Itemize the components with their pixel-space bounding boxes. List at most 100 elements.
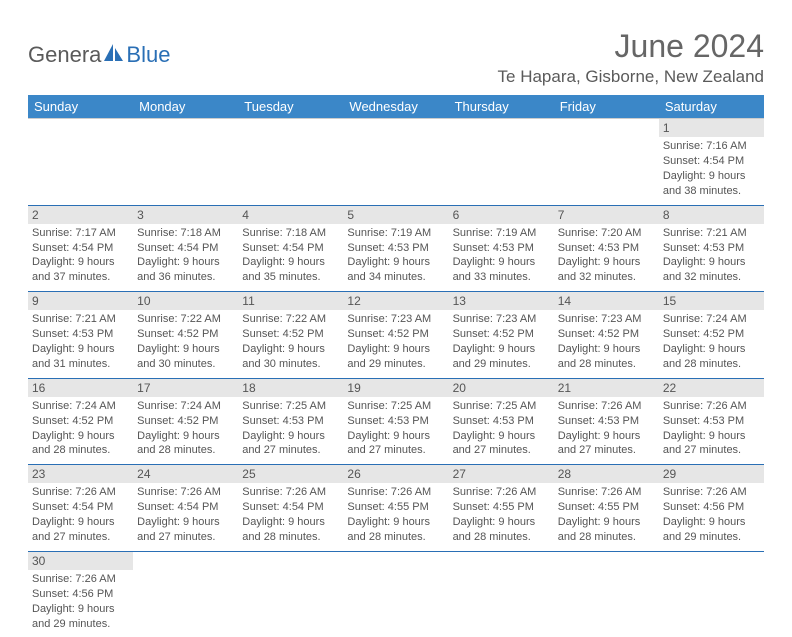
day-number: 12 (343, 292, 448, 310)
day-sunset: Sunset: 4:53 PM (32, 327, 129, 342)
day-day2: and 32 minutes. (558, 270, 655, 285)
day-sunrise: Sunrise: 7:23 AM (558, 312, 655, 327)
day-sunrise: Sunrise: 7:26 AM (558, 399, 655, 414)
day-header: Wednesday (343, 95, 448, 119)
day-day1: Daylight: 9 hours (242, 515, 339, 530)
day-day2: and 32 minutes. (663, 270, 760, 285)
calendar-week: 30Sunrise: 7:26 AMSunset: 4:56 PMDayligh… (28, 551, 764, 637)
day-number: 4 (238, 206, 343, 224)
day-sunset: Sunset: 4:55 PM (347, 500, 444, 515)
calendar-cell: 1Sunrise: 7:16 AMSunset: 4:54 PMDaylight… (659, 119, 764, 206)
day-day2: and 29 minutes. (663, 530, 760, 545)
day-sunset: Sunset: 4:56 PM (663, 500, 760, 515)
day-number: 3 (133, 206, 238, 224)
day-number: 2 (28, 206, 133, 224)
calendar-cell: 13Sunrise: 7:23 AMSunset: 4:52 PMDayligh… (449, 292, 554, 379)
day-day1: Daylight: 9 hours (242, 255, 339, 270)
day-day2: and 33 minutes. (453, 270, 550, 285)
day-number: 5 (343, 206, 448, 224)
day-day2: and 28 minutes. (32, 443, 129, 458)
calendar-table: Sunday Monday Tuesday Wednesday Thursday… (28, 95, 764, 637)
day-sunset: Sunset: 4:52 PM (453, 327, 550, 342)
calendar-cell: 22Sunrise: 7:26 AMSunset: 4:53 PMDayligh… (659, 378, 764, 465)
calendar-cell: 25Sunrise: 7:26 AMSunset: 4:54 PMDayligh… (238, 465, 343, 552)
day-number: 27 (449, 465, 554, 483)
day-number: 26 (343, 465, 448, 483)
day-day1: Daylight: 9 hours (453, 429, 550, 444)
day-number: 30 (28, 552, 133, 570)
calendar-cell (343, 551, 448, 637)
day-day2: and 28 minutes. (453, 530, 550, 545)
day-day1: Daylight: 9 hours (558, 515, 655, 530)
day-header: Friday (554, 95, 659, 119)
day-day1: Daylight: 9 hours (453, 255, 550, 270)
day-day2: and 28 minutes. (137, 443, 234, 458)
day-day2: and 28 minutes. (558, 357, 655, 372)
day-day2: and 35 minutes. (242, 270, 339, 285)
calendar-cell (133, 119, 238, 206)
day-sunset: Sunset: 4:55 PM (558, 500, 655, 515)
day-day2: and 28 minutes. (242, 530, 339, 545)
day-sunrise: Sunrise: 7:22 AM (242, 312, 339, 327)
day-sunrise: Sunrise: 7:26 AM (663, 485, 760, 500)
day-number: 29 (659, 465, 764, 483)
day-sunrise: Sunrise: 7:26 AM (453, 485, 550, 500)
day-day2: and 34 minutes. (347, 270, 444, 285)
calendar-cell: 14Sunrise: 7:23 AMSunset: 4:52 PMDayligh… (554, 292, 659, 379)
day-sunrise: Sunrise: 7:26 AM (242, 485, 339, 500)
day-day1: Daylight: 9 hours (453, 342, 550, 357)
day-day2: and 27 minutes. (558, 443, 655, 458)
day-sunset: Sunset: 4:54 PM (32, 241, 129, 256)
calendar-cell: 10Sunrise: 7:22 AMSunset: 4:52 PMDayligh… (133, 292, 238, 379)
day-sunrise: Sunrise: 7:16 AM (663, 139, 760, 154)
day-sunset: Sunset: 4:53 PM (347, 241, 444, 256)
day-number: 1 (659, 119, 764, 137)
day-day2: and 31 minutes. (32, 357, 129, 372)
location-text: Te Hapara, Gisborne, New Zealand (498, 67, 764, 87)
day-sunrise: Sunrise: 7:17 AM (32, 226, 129, 241)
day-day1: Daylight: 9 hours (347, 342, 444, 357)
day-sunset: Sunset: 4:52 PM (32, 414, 129, 429)
day-day1: Daylight: 9 hours (663, 429, 760, 444)
day-sunset: Sunset: 4:54 PM (137, 241, 234, 256)
day-number: 16 (28, 379, 133, 397)
day-sunrise: Sunrise: 7:26 AM (137, 485, 234, 500)
day-number: 17 (133, 379, 238, 397)
day-sunrise: Sunrise: 7:20 AM (558, 226, 655, 241)
day-day2: and 27 minutes. (32, 530, 129, 545)
calendar-cell: 30Sunrise: 7:26 AMSunset: 4:56 PMDayligh… (28, 551, 133, 637)
calendar-cell: 29Sunrise: 7:26 AMSunset: 4:56 PMDayligh… (659, 465, 764, 552)
calendar-cell: 17Sunrise: 7:24 AMSunset: 4:52 PMDayligh… (133, 378, 238, 465)
day-header: Thursday (449, 95, 554, 119)
day-sunrise: Sunrise: 7:21 AM (663, 226, 760, 241)
day-sunset: Sunset: 4:55 PM (453, 500, 550, 515)
day-number: 7 (554, 206, 659, 224)
day-day1: Daylight: 9 hours (663, 255, 760, 270)
day-sunset: Sunset: 4:52 PM (558, 327, 655, 342)
day-sunrise: Sunrise: 7:26 AM (663, 399, 760, 414)
day-header: Tuesday (238, 95, 343, 119)
day-day2: and 36 minutes. (137, 270, 234, 285)
day-sunset: Sunset: 4:54 PM (242, 500, 339, 515)
day-sunset: Sunset: 4:53 PM (347, 414, 444, 429)
calendar-cell (28, 119, 133, 206)
day-number: 20 (449, 379, 554, 397)
day-header: Sunday (28, 95, 133, 119)
day-day1: Daylight: 9 hours (242, 429, 339, 444)
day-day2: and 29 minutes. (347, 357, 444, 372)
day-day1: Daylight: 9 hours (137, 429, 234, 444)
day-number: 11 (238, 292, 343, 310)
day-number: 14 (554, 292, 659, 310)
day-number: 23 (28, 465, 133, 483)
day-day2: and 27 minutes. (347, 443, 444, 458)
day-day1: Daylight: 9 hours (347, 429, 444, 444)
day-number: 13 (449, 292, 554, 310)
day-sunrise: Sunrise: 7:23 AM (347, 312, 444, 327)
day-sunrise: Sunrise: 7:26 AM (347, 485, 444, 500)
day-number: 9 (28, 292, 133, 310)
day-day1: Daylight: 9 hours (242, 342, 339, 357)
day-sunset: Sunset: 4:54 PM (242, 241, 339, 256)
day-number: 15 (659, 292, 764, 310)
day-header: Monday (133, 95, 238, 119)
day-number: 24 (133, 465, 238, 483)
